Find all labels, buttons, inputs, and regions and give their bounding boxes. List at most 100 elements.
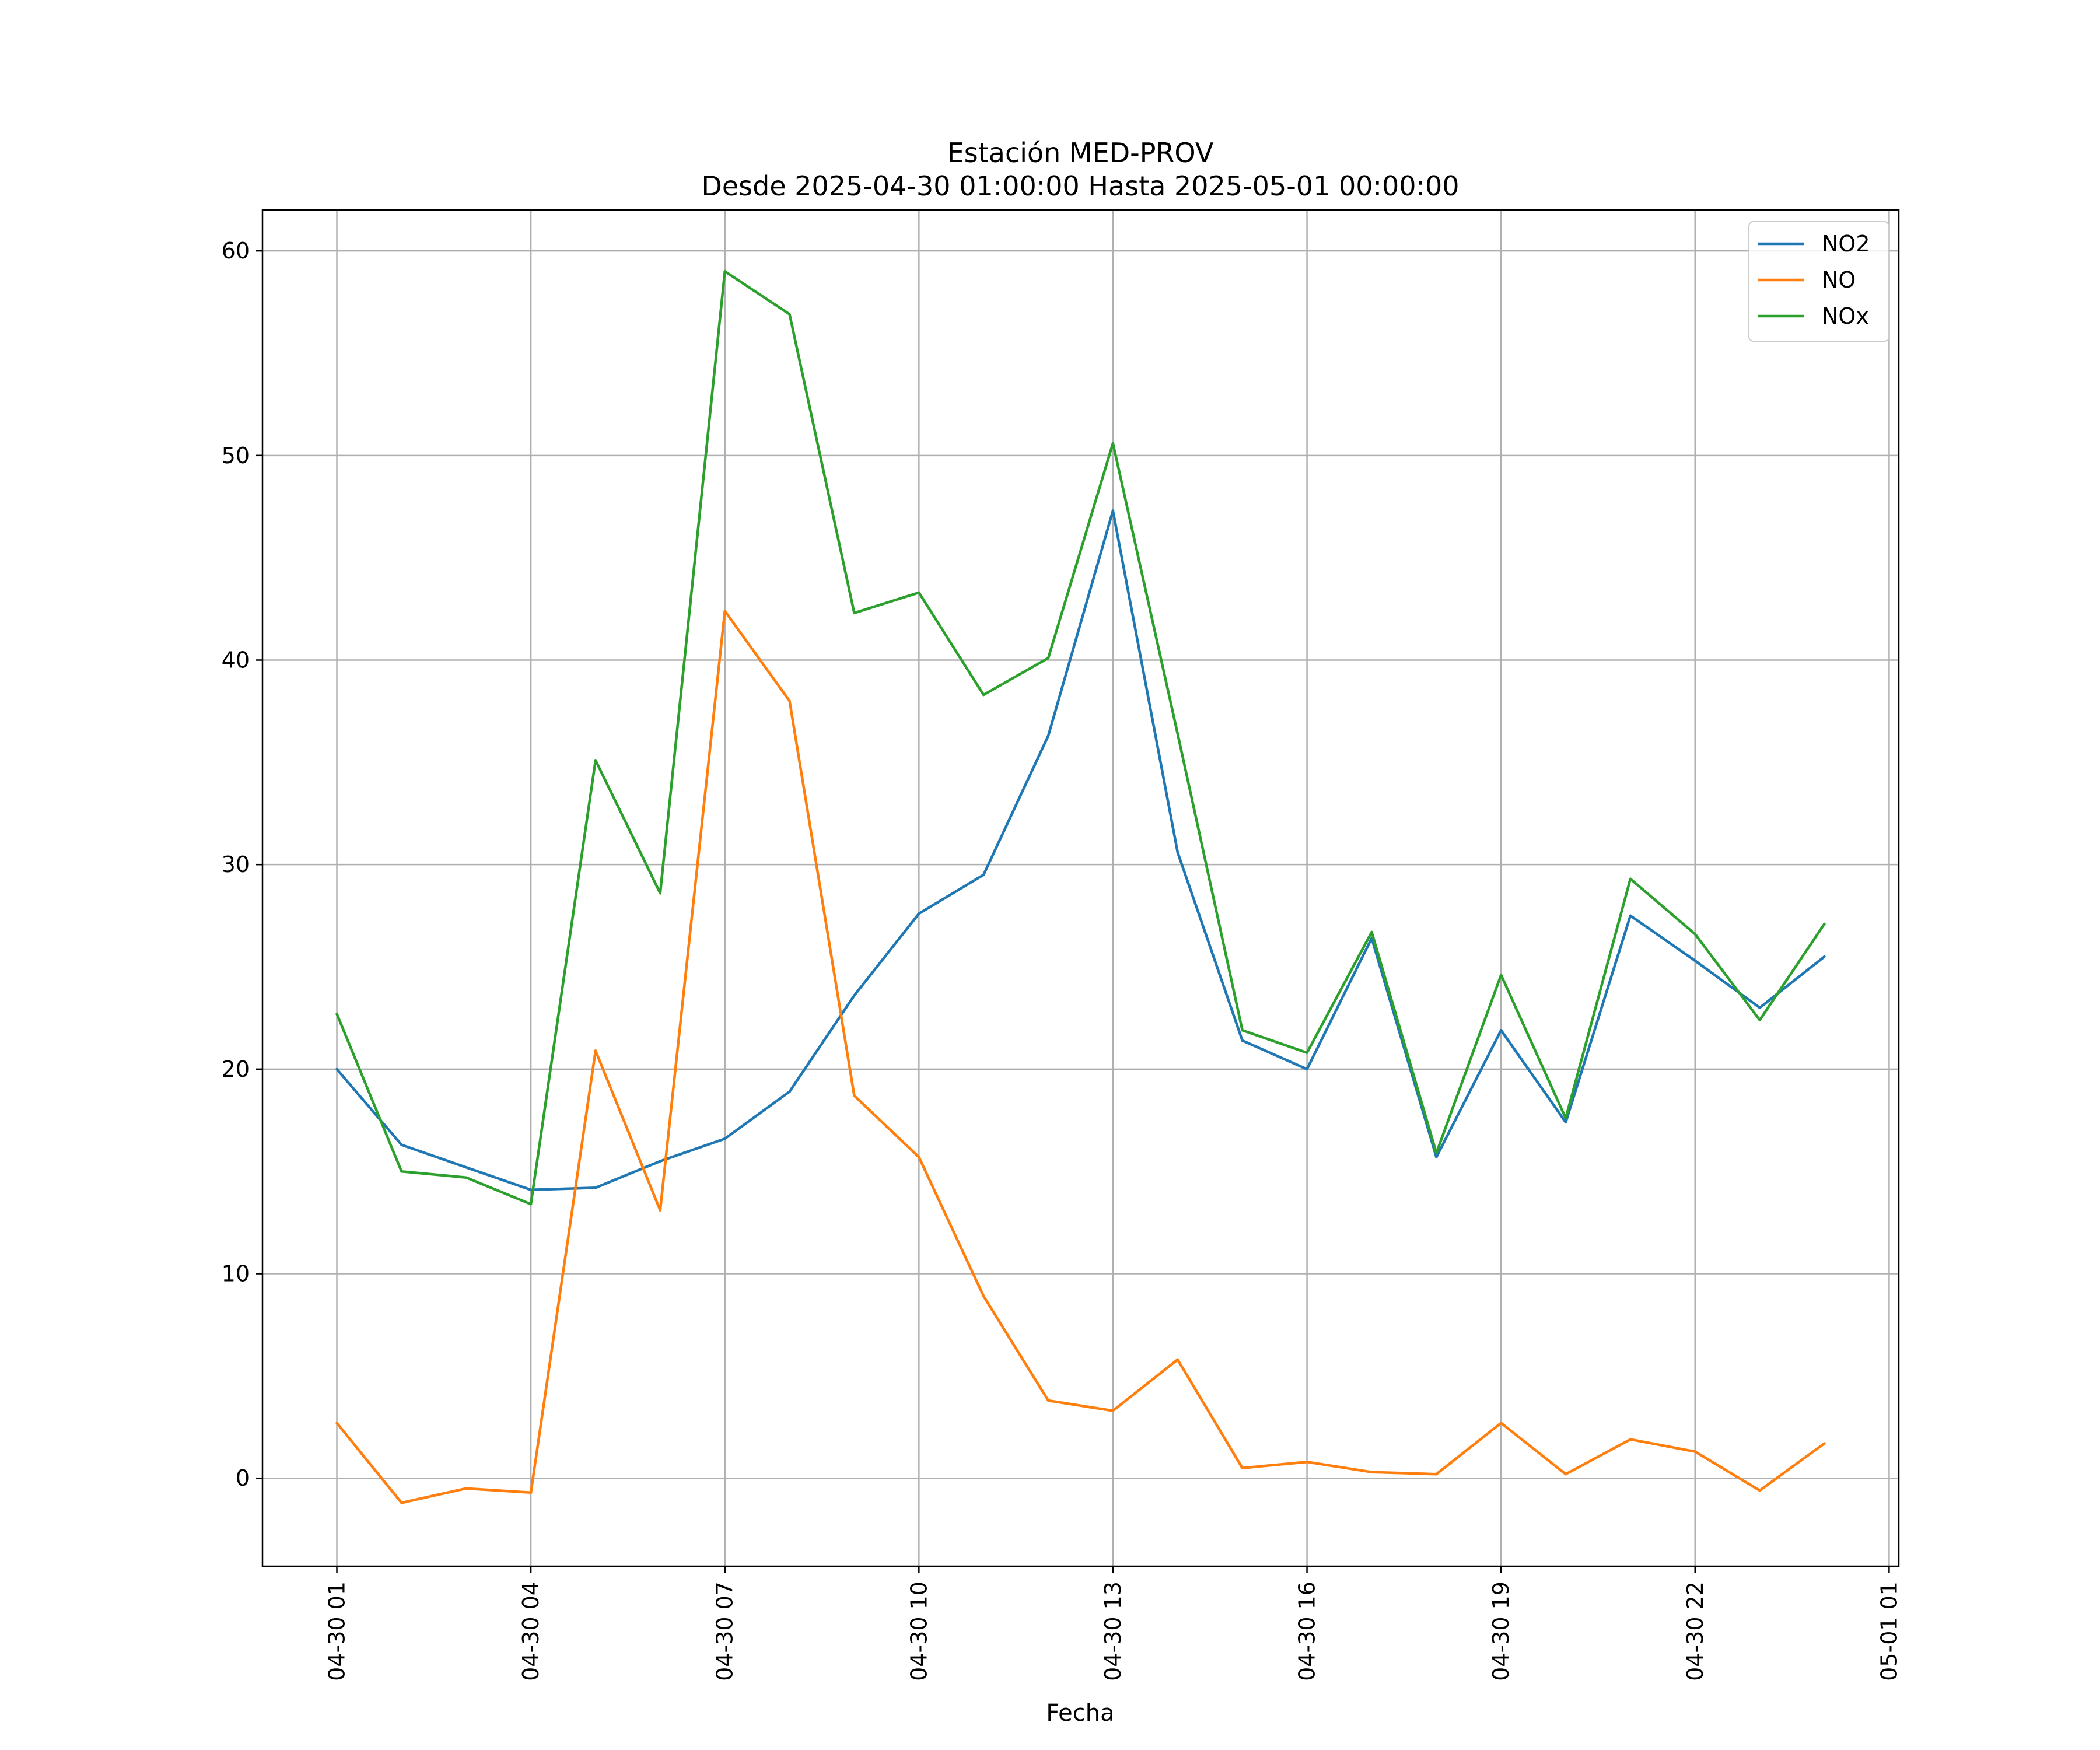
data-point (1823, 955, 1826, 958)
data-point (594, 1049, 597, 1052)
data-point (1500, 974, 1503, 977)
data-point (788, 313, 791, 316)
data-point (1693, 959, 1696, 963)
data-point (1046, 656, 1050, 660)
data-point (788, 699, 791, 702)
series-nox (335, 270, 1826, 1206)
data-point (1564, 1473, 1567, 1476)
series-line-no (335, 610, 1825, 1504)
data-point (1758, 1006, 1761, 1009)
data-point (1241, 1029, 1244, 1032)
data-point (918, 1156, 921, 1158)
data-point (1758, 1019, 1761, 1021)
chart-title: Estación MED-PROV (947, 137, 1214, 169)
data-point (788, 1090, 791, 1093)
data-point (594, 1186, 597, 1189)
data-point (918, 912, 921, 915)
x-tick-label: 04-30 01 (324, 1581, 350, 1681)
data-point (1306, 1051, 1308, 1055)
data-point (1629, 877, 1632, 880)
y-tick-label: 0 (236, 1465, 250, 1491)
data-point (1306, 1461, 1308, 1464)
y-tick-label: 60 (222, 238, 250, 264)
data-point (1046, 734, 1050, 737)
data-point (529, 1203, 533, 1206)
data-point (853, 611, 856, 615)
x-tick-label: 04-30 07 (712, 1581, 738, 1681)
data-point (1241, 1039, 1244, 1042)
y-tick-label: 20 (222, 1056, 250, 1082)
y-tick-label: 50 (222, 443, 250, 468)
plot-frame (261, 209, 1900, 1567)
legend-label-nox: NOx (1822, 303, 1869, 329)
x-axis-label: Fecha (1046, 1700, 1114, 1727)
series-no (335, 610, 1826, 1504)
data-point (1693, 933, 1696, 936)
data-point (1693, 1450, 1696, 1453)
data-point (1111, 442, 1115, 444)
x-tick-label: 04-30 19 (1488, 1581, 1514, 1681)
legend-label-no2: NO2 (1822, 231, 1870, 257)
data-point (1176, 1358, 1180, 1361)
data-point (1370, 1471, 1373, 1474)
data-point (1241, 1466, 1244, 1469)
data-point (1370, 930, 1373, 934)
data-point (1176, 732, 1180, 735)
data-point (982, 873, 985, 876)
data-point (335, 1013, 338, 1016)
x-tick-label: 05-01 01 (1876, 1581, 1902, 1681)
data-point (400, 1170, 403, 1173)
x-tick-label: 04-30 22 (1682, 1581, 1708, 1681)
plot-series (335, 270, 1826, 1504)
data-point (723, 610, 726, 612)
y-tick-label: 10 (222, 1261, 250, 1287)
x-tick-label: 04-30 10 (906, 1581, 932, 1681)
series-no2 (335, 509, 1826, 1192)
data-point (659, 892, 662, 895)
data-point (529, 1188, 533, 1192)
data-point (1629, 1438, 1632, 1441)
x-tick-label: 04-30 13 (1100, 1581, 1126, 1681)
x-tick-label: 04-30 04 (518, 1581, 544, 1681)
data-point (853, 994, 856, 997)
data-point (1046, 1399, 1050, 1402)
data-point (918, 591, 921, 594)
data-point (1111, 509, 1115, 512)
data-point (335, 1068, 338, 1071)
data-point (1564, 1116, 1567, 1120)
data-point (400, 1502, 403, 1504)
data-point (1823, 922, 1826, 926)
data-point (1306, 1068, 1308, 1071)
data-point (659, 1160, 662, 1163)
data-point (723, 1137, 726, 1140)
data-point (529, 1491, 533, 1494)
data-point (1435, 1156, 1438, 1158)
data-point (1435, 1473, 1438, 1476)
data-point (1823, 1442, 1826, 1445)
y-tick-label: 40 (222, 647, 250, 673)
data-point (1176, 850, 1180, 854)
data-point (1111, 1409, 1115, 1412)
data-point (465, 1166, 468, 1169)
data-point (1564, 1121, 1567, 1124)
data-point (400, 1143, 403, 1146)
data-point (659, 1209, 662, 1212)
legend-box (1748, 221, 1889, 342)
data-point (1500, 1422, 1503, 1424)
data-point (723, 270, 726, 273)
data-point (335, 1422, 338, 1424)
axis-ticks: 0 10 20 30 40 50 60 04-30 01 04-30 04 04-30 07 04-… (222, 238, 1902, 1681)
y-tick-label: 30 (222, 852, 250, 877)
legend-label-no: NO (1822, 267, 1856, 293)
data-point (1435, 1152, 1438, 1154)
grid (262, 210, 1899, 1566)
data-point (853, 1094, 856, 1097)
data-point (465, 1487, 468, 1490)
series-line-no2 (335, 509, 1825, 1192)
data-point (1758, 1489, 1761, 1492)
data-point (982, 693, 985, 696)
data-point (1629, 914, 1632, 918)
data-point (982, 1294, 985, 1298)
data-point (465, 1176, 468, 1179)
